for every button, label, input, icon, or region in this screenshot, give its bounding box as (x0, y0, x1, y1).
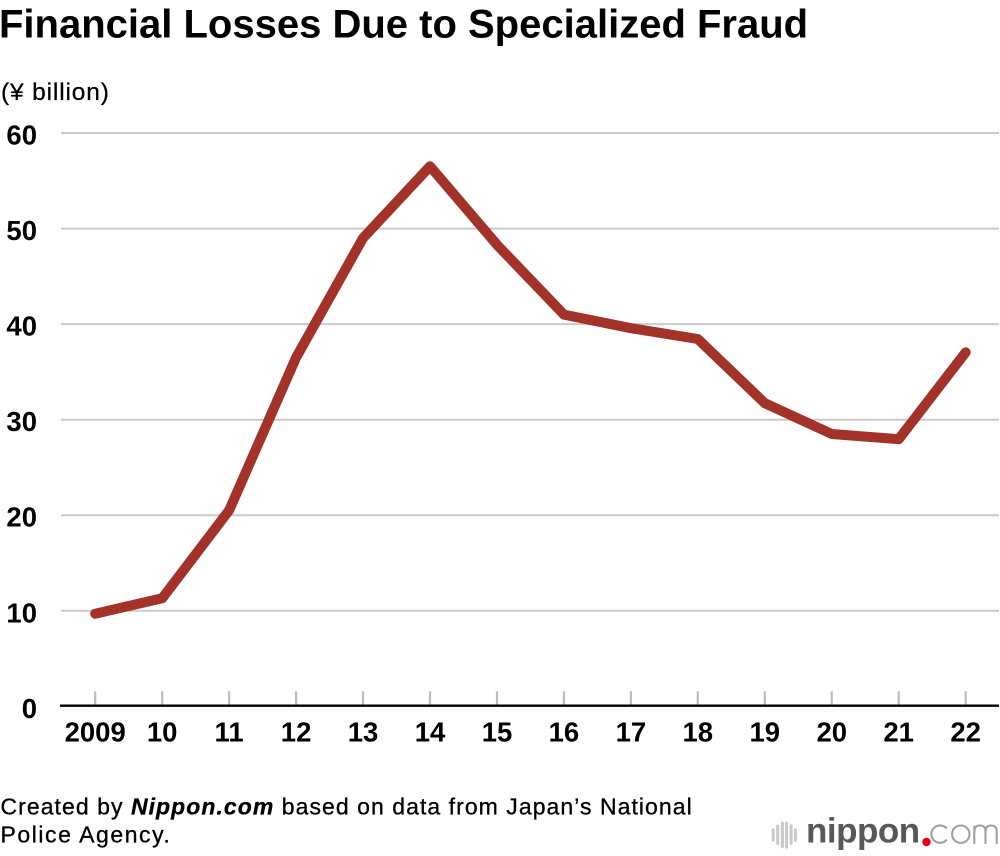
svg-text:12: 12 (281, 717, 312, 748)
svg-text:18: 18 (683, 717, 714, 748)
svg-text:60: 60 (6, 119, 37, 150)
svg-text:50: 50 (6, 215, 37, 246)
svg-text:15: 15 (482, 717, 513, 748)
svg-text:40: 40 (6, 311, 37, 342)
svg-text:30: 30 (6, 406, 37, 437)
svg-text:Police Agency.: Police Agency. (1, 822, 172, 848)
svg-text:20: 20 (817, 717, 848, 748)
svg-text:10: 10 (6, 597, 37, 628)
svg-text:22: 22 (950, 717, 981, 748)
svg-text:Financial Losses Due to Specia: Financial Losses Due to Specialized Frau… (0, 2, 808, 46)
svg-text:nippon: nippon (806, 812, 920, 851)
svg-text:0: 0 (22, 693, 37, 724)
svg-text:21: 21 (883, 717, 914, 748)
svg-text:11: 11 (215, 717, 244, 748)
svg-text:20: 20 (6, 502, 37, 533)
svg-text:19: 19 (750, 717, 781, 748)
svg-text:Created by Nippon.com based on: Created by Nippon.com based on data from… (1, 794, 693, 820)
svg-text:16: 16 (549, 717, 580, 748)
svg-text:10: 10 (147, 717, 178, 748)
svg-text:14: 14 (415, 717, 446, 748)
svg-text:2009: 2009 (65, 717, 126, 748)
svg-text:(¥ billion): (¥ billion) (1, 79, 110, 106)
svg-text:13: 13 (348, 717, 379, 748)
svg-text:17: 17 (616, 717, 647, 748)
